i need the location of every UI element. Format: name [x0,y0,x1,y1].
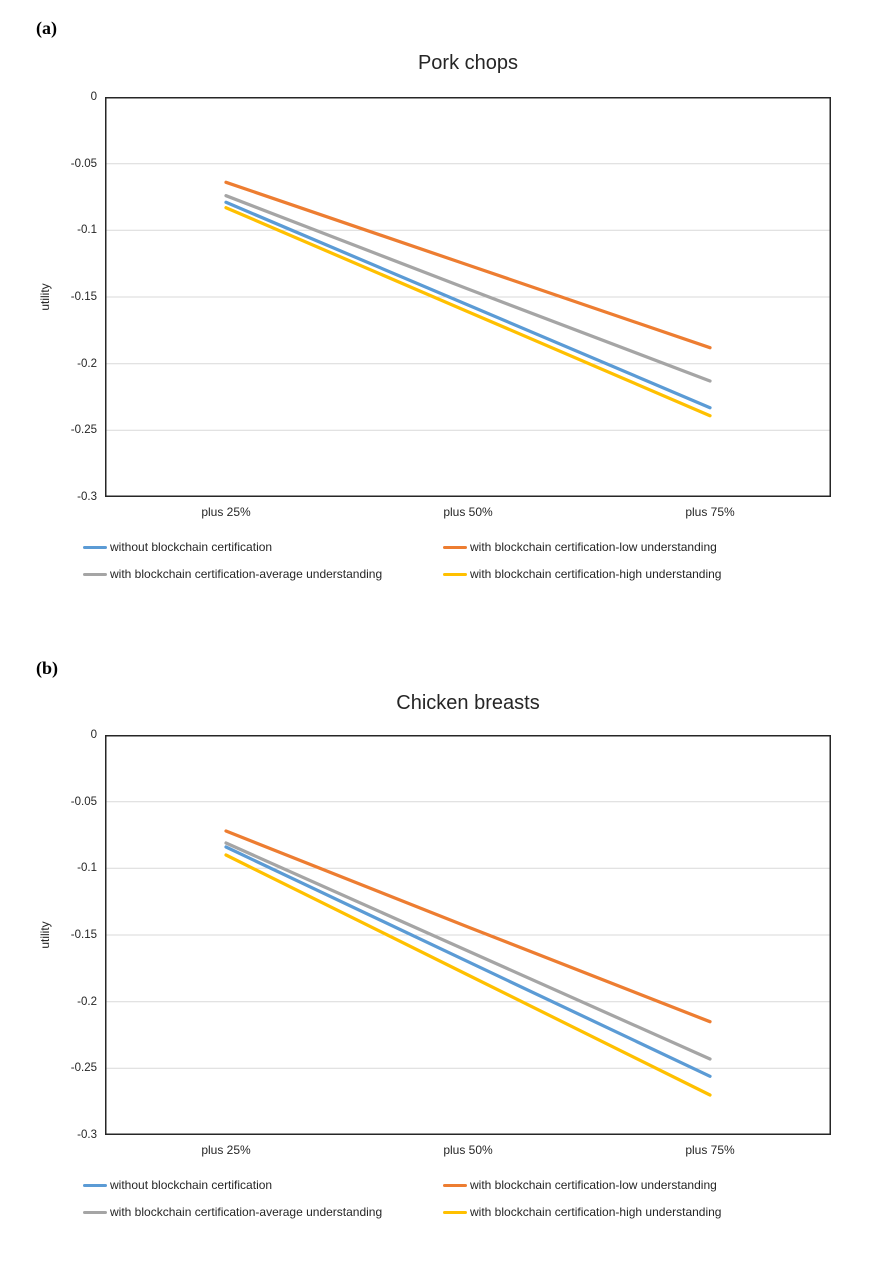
series-line [224,829,712,1024]
figure-panel-a: (a) Pork chops utility 0 -0.05 -0.1 -0.15 -0… [0,0,876,620]
legend-swatch [443,1183,467,1187]
y-tick-label: -0.1 [77,224,97,237]
legend-swatch [83,572,107,576]
series-line [224,853,712,1097]
chart-title: Chicken breasts [396,692,540,714]
legend-item: without blockchain certification [83,1178,443,1192]
y-tick-label: -0.15 [70,929,97,941]
x-tick-label: plus 75% [685,1143,735,1157]
x-tick-label: plus 25% [201,505,251,519]
series-line [224,200,712,410]
y-tick-label: -0.25 [70,1062,97,1075]
chart-title: Pork chops [417,52,519,74]
series-line [224,180,712,350]
legend-swatch [443,1210,467,1214]
y-tick-label: -0.05 [70,157,97,170]
legend-label: with blockchain certification-high under… [470,1205,722,1219]
legend-label: without blockchain certification [110,1178,273,1192]
legend-item: with blockchain certification-high under… [443,567,828,581]
legend-label: with blockchain certification-low unders… [470,540,717,554]
y-tick-label: -0.25 [70,424,97,437]
plot-area [105,735,831,1135]
legend-swatch [83,1210,107,1214]
legend-swatch [83,545,107,549]
legend-item: with blockchain certification-low unders… [443,540,828,554]
y-tick-label: 0 [90,91,97,103]
series-line [224,845,712,1078]
legend: without blockchain certification with blo… [83,1178,828,1219]
y-tick-label: -0.3 [77,1129,97,1141]
legend: without blockchain certification with blo… [83,540,828,581]
x-tick-label: plus 25% [201,1143,251,1157]
y-tick-label: 0 [90,729,97,741]
legend-swatch [443,545,467,549]
x-tick-label: plus 50% [443,505,493,519]
y-tick-label: -0.3 [77,491,97,503]
panel-label: (b) [36,658,58,678]
x-tick-label: plus 50% [443,1143,493,1157]
legend-item: without blockchain certification [83,540,443,554]
x-tick-label: plus 75% [685,505,735,519]
legend-item: with blockchain certification-average un… [83,1205,443,1219]
y-tick-label: -0.1 [77,862,97,875]
legend-label: with blockchain certification-average un… [110,1205,383,1219]
plot-area [105,97,831,497]
legend-item: with blockchain certification-high under… [443,1205,828,1219]
legend-label: with blockchain certification-average un… [110,567,383,581]
legend-item: with blockchain certification-average un… [83,567,443,581]
legend-label: with blockchain certification-high under… [470,567,722,581]
y-tick-label: -0.2 [77,995,97,1008]
legend-swatch [443,572,467,576]
y-tick-label: -0.2 [77,357,97,370]
legend-label: without blockchain certification [110,540,273,554]
legend-swatch [83,1183,107,1187]
series-line [224,841,712,1061]
y-tick-label: -0.05 [70,795,97,808]
panel-label: (a) [36,18,57,38]
y-tick-label: -0.15 [70,291,97,303]
series-line [224,194,712,383]
series-line [224,206,712,418]
legend-item: with blockchain certification-low unders… [443,1178,828,1192]
legend-label: with blockchain certification-low unders… [470,1178,717,1192]
figure-panel-b: (b) Chicken breasts utility 0 -0.05 -0.1 -0… [0,630,876,1263]
